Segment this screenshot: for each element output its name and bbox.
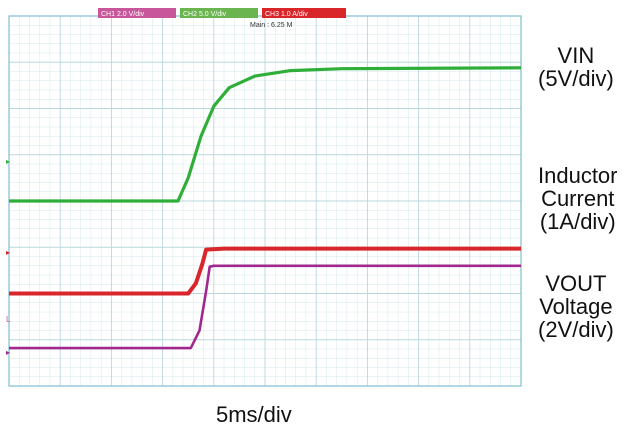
vout-label-line-3: (2V/div)	[538, 317, 614, 342]
vout-label-line-2: Voltage	[539, 294, 613, 319]
current-ground-marker: ▸	[6, 248, 10, 257]
traces	[9, 66, 522, 350]
inductor-label-line-1: Inductor	[538, 163, 618, 188]
inductor-label-line-3: (1A/div)	[539, 209, 616, 234]
vout-ground-marker: ▸	[6, 348, 10, 357]
ch3-badge	[262, 8, 346, 18]
vin-label-line-1: VIN	[557, 43, 595, 68]
vin-label: VIN (5V/div)	[538, 44, 614, 90]
inductor-current-label: Inductor Current (1A/div)	[538, 164, 618, 233]
ch2-badge	[180, 8, 258, 18]
inductor-label-line-2: Current	[541, 186, 615, 211]
vin-label-line-2: (5V/div)	[538, 66, 614, 91]
scope-header: CH1 2.0 V/div CH2 5.0 V/div CH3 1.0 A/di…	[98, 8, 346, 29]
trigger-marker: L	[6, 315, 11, 324]
ch1-badge	[98, 8, 176, 18]
channel-markers: ▸ ▸ L ▸	[6, 157, 11, 357]
time-scale-label: 5ms/div	[216, 402, 292, 427]
vout-label: VOUT Voltage (2V/div)	[538, 272, 614, 341]
main-readout: Main : 6.25 M	[250, 22, 293, 29]
vin-ground-marker: ▸	[6, 157, 10, 166]
inductor-current-trace	[9, 246, 521, 296]
ch3-badge-text: CH3 1.0 A/div	[265, 11, 308, 18]
ch1-badge-text: CH1 2.0 V/div	[101, 11, 145, 18]
vin-trace	[9, 66, 522, 203]
vout-label-line-1: VOUT	[545, 271, 607, 296]
vout-trace	[9, 264, 521, 350]
ch2-badge-text: CH2 5.0 V/div	[183, 11, 227, 18]
